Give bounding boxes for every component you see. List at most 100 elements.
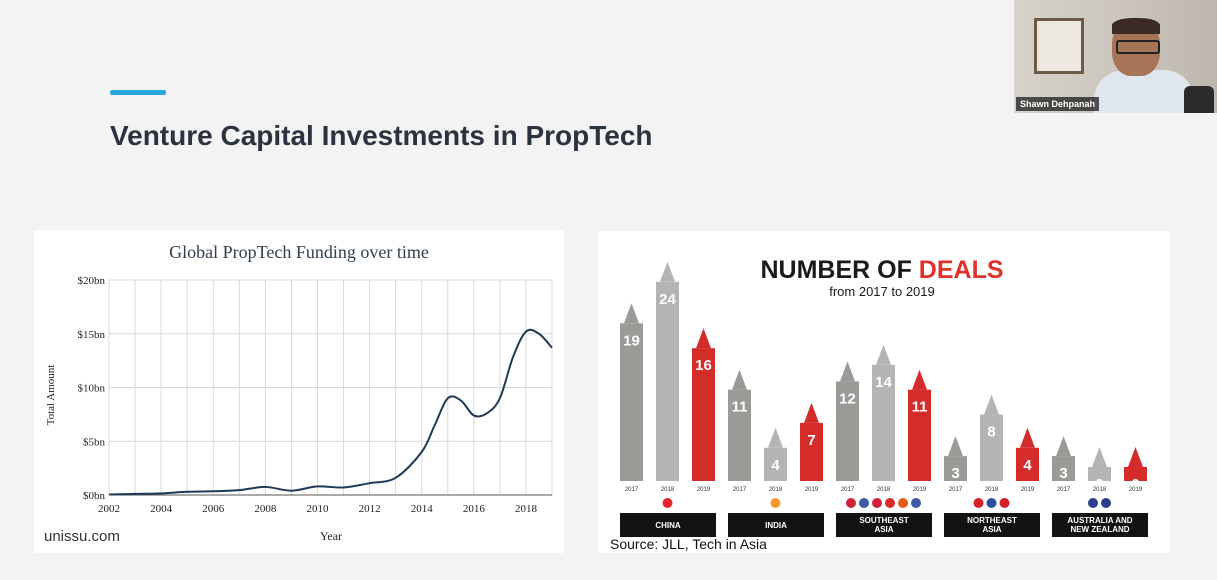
- year-label: 2017: [949, 487, 963, 493]
- year-label: 2019: [697, 487, 711, 493]
- deal-bar: [764, 447, 787, 481]
- watermark: unissu.com: [44, 528, 120, 545]
- bar-spire: [732, 369, 747, 390]
- deal-value-label: 0: [1095, 476, 1103, 493]
- deal-bar: [1052, 456, 1075, 481]
- x-tick-label: 2002: [98, 503, 120, 515]
- region-label-box: [836, 513, 932, 537]
- year-label: 2018: [985, 487, 999, 493]
- year-label: 2018: [661, 487, 675, 493]
- x-tick-label: 2014: [411, 503, 434, 515]
- funding-series-line: [108, 328, 553, 496]
- deal-bar: [620, 323, 643, 481]
- year-label: 2018: [1093, 487, 1107, 493]
- participant-shirt: [1094, 70, 1194, 113]
- bar-spire: [660, 261, 675, 282]
- country-flag-icon: [872, 498, 882, 508]
- region-label: ASIA: [874, 525, 893, 534]
- country-flag-icon: [662, 498, 673, 508]
- region-label: ASIA: [982, 525, 1001, 534]
- x-tick-label: 2016: [463, 503, 486, 515]
- slide-title: Venture Capital Investments in PropTech: [110, 120, 653, 151]
- x-tick-label: 2012: [359, 503, 381, 515]
- year-label: 2019: [913, 487, 927, 493]
- country-flag-icon: [1101, 498, 1111, 508]
- region-label: NEW ZEALAND: [1070, 525, 1129, 534]
- deal-bar: [944, 456, 967, 481]
- deal-bar: [1124, 467, 1147, 481]
- deal-value-label: 19: [623, 332, 640, 349]
- deal-value-label: 8: [987, 424, 995, 441]
- deals-infographic-panel: NUMBER OF DEALS from 2017 to 2019 19 2017 24…: [598, 231, 1170, 553]
- country-flag-icon: [911, 498, 921, 508]
- chair: [1184, 86, 1214, 113]
- deal-bar: [980, 414, 1003, 481]
- infographic-subtitle: from 2017 to 2019: [829, 284, 935, 299]
- bar-spire: [1128, 447, 1143, 467]
- region-label-box: [1052, 513, 1148, 537]
- country-flag-icon: [986, 498, 997, 508]
- region-label-box: [620, 513, 716, 537]
- source-note: Source: JLL, Tech in Asia: [610, 536, 767, 552]
- deal-value-label: 11: [912, 399, 928, 416]
- deal-value-label: 16: [695, 357, 712, 374]
- infographic-title: NUMBER OF DEALS: [760, 256, 1003, 284]
- deal-value-label: 4: [1023, 457, 1032, 474]
- deal-value-label: 11: [732, 399, 748, 416]
- year-label: 2017: [625, 487, 639, 493]
- region-label-box: [944, 513, 1040, 537]
- y-tick-label: $20bn: [78, 275, 106, 287]
- bar-spire: [840, 361, 855, 382]
- title-accent-bar: [110, 90, 166, 95]
- region-label: SOUTHEAST: [859, 516, 908, 525]
- funding-chart-panel: Global PropTech Funding over time 2002 200…: [34, 230, 564, 553]
- x-tick-label: 2006: [202, 503, 225, 515]
- x-tick-label: 2008: [254, 503, 277, 515]
- deal-bar: [656, 281, 679, 481]
- y-tick-label: $15bn: [78, 329, 106, 341]
- year-label: 2017: [1057, 487, 1071, 493]
- deal-bar: [1088, 467, 1111, 481]
- x-tick-label: 2018: [515, 503, 538, 515]
- year-label: 2019: [1021, 487, 1035, 493]
- deal-bar: [908, 389, 931, 481]
- country-flag-icon: [898, 498, 908, 508]
- country-flag-icon: [1088, 498, 1098, 508]
- deal-value-label: 14: [875, 374, 892, 391]
- y-tick-label: $10bn: [78, 383, 106, 395]
- deal-bar: [872, 364, 895, 481]
- deal-value-label: 4: [771, 457, 780, 474]
- x-axis-label: Year: [320, 529, 342, 543]
- participant-video[interactable]: Shawn Dehpanah: [1014, 0, 1217, 113]
- year-label: 2019: [805, 487, 819, 493]
- country-flag-icon: [885, 498, 895, 508]
- chart-title: Global PropTech Funding over time: [169, 242, 429, 262]
- participant-name-tag: Shawn Dehpanah: [1016, 97, 1100, 111]
- bar-spire: [696, 328, 711, 349]
- funding-line-chart: Global PropTech Funding over time 2002 200…: [45, 242, 553, 543]
- participant-glasses: [1116, 40, 1160, 54]
- deal-bar: [1016, 447, 1039, 481]
- bar-spire: [1056, 436, 1071, 457]
- region-label: AUSTRALIA AND: [1067, 516, 1132, 525]
- deal-bar: [692, 348, 715, 481]
- region-label: INDIA: [765, 521, 787, 530]
- deal-value-label: 12: [839, 390, 856, 407]
- participant-hair: [1112, 18, 1160, 34]
- region-label: CHINA: [655, 521, 681, 530]
- bar-spire: [624, 303, 639, 324]
- deal-value-label: 0: [1131, 476, 1139, 493]
- wall-picture-frame: [1034, 18, 1084, 74]
- year-label: 2018: [877, 487, 891, 493]
- country-flag-icon: [999, 498, 1010, 508]
- year-label: 2017: [733, 487, 747, 493]
- bar-spire: [876, 344, 891, 365]
- year-label: 2019: [1129, 487, 1143, 493]
- region-label: NORTHEAST: [967, 516, 1017, 525]
- bar-spire: [804, 402, 819, 423]
- bar-spire: [1092, 447, 1107, 467]
- deal-value-label: 24: [659, 291, 676, 308]
- bar-spire: [1020, 427, 1035, 448]
- deal-bar: [800, 422, 823, 481]
